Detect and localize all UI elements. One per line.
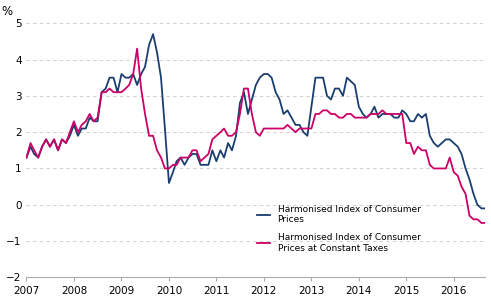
Text: %: %: [1, 5, 12, 18]
Legend: Harmonised Index of Consumer
Prices, Harmonised Index of Consumer
Prices at Cons: Harmonised Index of Consumer Prices, Har…: [257, 205, 420, 252]
Line: Harmonised Index of Consumer
Prices at Constant Taxes: Harmonised Index of Consumer Prices at C…: [27, 49, 491, 223]
Line: Harmonised Index of Consumer
Prices: Harmonised Index of Consumer Prices: [27, 34, 491, 208]
